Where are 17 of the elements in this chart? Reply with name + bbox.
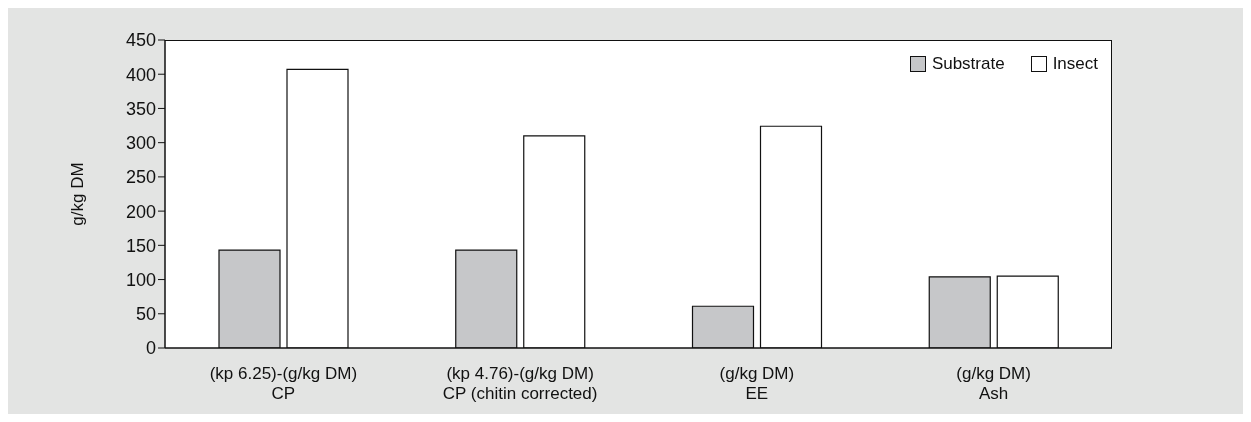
x-tick-label: (g/kg DM) Ash: [956, 364, 1031, 403]
y-tick-label: 400: [125, 64, 156, 85]
legend-label: Insect: [1052, 54, 1098, 74]
y-tick-label: 350: [125, 98, 156, 119]
x-tick-label: (g/kg DM) EE: [719, 364, 795, 403]
y-tick-label: 0: [145, 338, 156, 359]
y-tick-label: 300: [125, 133, 156, 154]
legend-label: Substrate: [931, 54, 1005, 74]
y-tick-label: 450: [125, 30, 156, 51]
y-tick-label: 200: [125, 201, 156, 222]
x-tick-label: (kp 6.25)-(g/kg DM) CP: [209, 364, 358, 403]
y-tick-label: 50: [135, 304, 156, 325]
y-tick-label: 100: [125, 269, 156, 290]
y-tick-label: 250: [125, 167, 156, 188]
y-tick-label: 150: [125, 235, 156, 256]
x-tick-label: (kp 4.76)-(g/kg DM) CP (chitin corrected): [442, 364, 598, 403]
y-axis-title: g/kg DM: [68, 162, 88, 226]
